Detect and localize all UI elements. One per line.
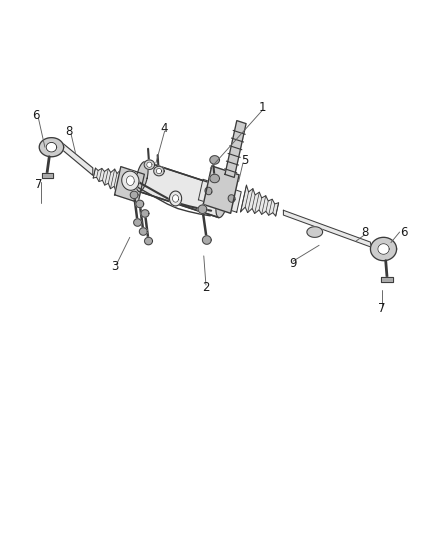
- Polygon shape: [136, 200, 144, 208]
- Polygon shape: [198, 205, 207, 214]
- Polygon shape: [228, 195, 235, 202]
- Polygon shape: [46, 142, 57, 152]
- Polygon shape: [202, 236, 211, 244]
- Polygon shape: [147, 162, 152, 167]
- Polygon shape: [127, 176, 134, 185]
- Polygon shape: [115, 167, 145, 203]
- Text: 9: 9: [289, 257, 297, 270]
- Polygon shape: [170, 191, 182, 206]
- Polygon shape: [222, 187, 241, 212]
- Text: 4: 4: [161, 122, 168, 135]
- Polygon shape: [240, 185, 279, 216]
- Polygon shape: [378, 244, 389, 254]
- Polygon shape: [205, 187, 212, 195]
- Polygon shape: [156, 168, 162, 174]
- Text: 8: 8: [65, 125, 73, 138]
- Polygon shape: [307, 227, 322, 237]
- Polygon shape: [136, 161, 148, 191]
- Text: 7: 7: [35, 178, 42, 191]
- Polygon shape: [93, 168, 124, 192]
- Polygon shape: [122, 171, 139, 190]
- Polygon shape: [145, 237, 152, 245]
- Polygon shape: [210, 156, 219, 164]
- Polygon shape: [198, 179, 218, 205]
- Polygon shape: [144, 160, 155, 169]
- Text: 6: 6: [32, 109, 40, 122]
- Text: 5: 5: [241, 154, 249, 167]
- Text: 3: 3: [111, 260, 118, 273]
- Polygon shape: [130, 191, 138, 199]
- Text: 2: 2: [202, 281, 210, 294]
- Polygon shape: [134, 219, 141, 226]
- Text: 1: 1: [259, 101, 266, 114]
- Polygon shape: [203, 166, 239, 213]
- Polygon shape: [62, 143, 93, 175]
- Polygon shape: [283, 211, 371, 247]
- Text: 7: 7: [378, 302, 386, 316]
- Polygon shape: [42, 173, 53, 178]
- Polygon shape: [141, 210, 149, 217]
- Polygon shape: [139, 228, 147, 235]
- Polygon shape: [39, 138, 64, 157]
- Polygon shape: [381, 277, 393, 282]
- Polygon shape: [139, 161, 225, 217]
- Text: 8: 8: [361, 225, 368, 239]
- Polygon shape: [154, 166, 164, 176]
- Polygon shape: [225, 120, 246, 177]
- Polygon shape: [210, 174, 219, 183]
- Polygon shape: [371, 237, 396, 261]
- Polygon shape: [216, 188, 228, 217]
- Polygon shape: [173, 195, 179, 202]
- Text: 6: 6: [400, 225, 408, 239]
